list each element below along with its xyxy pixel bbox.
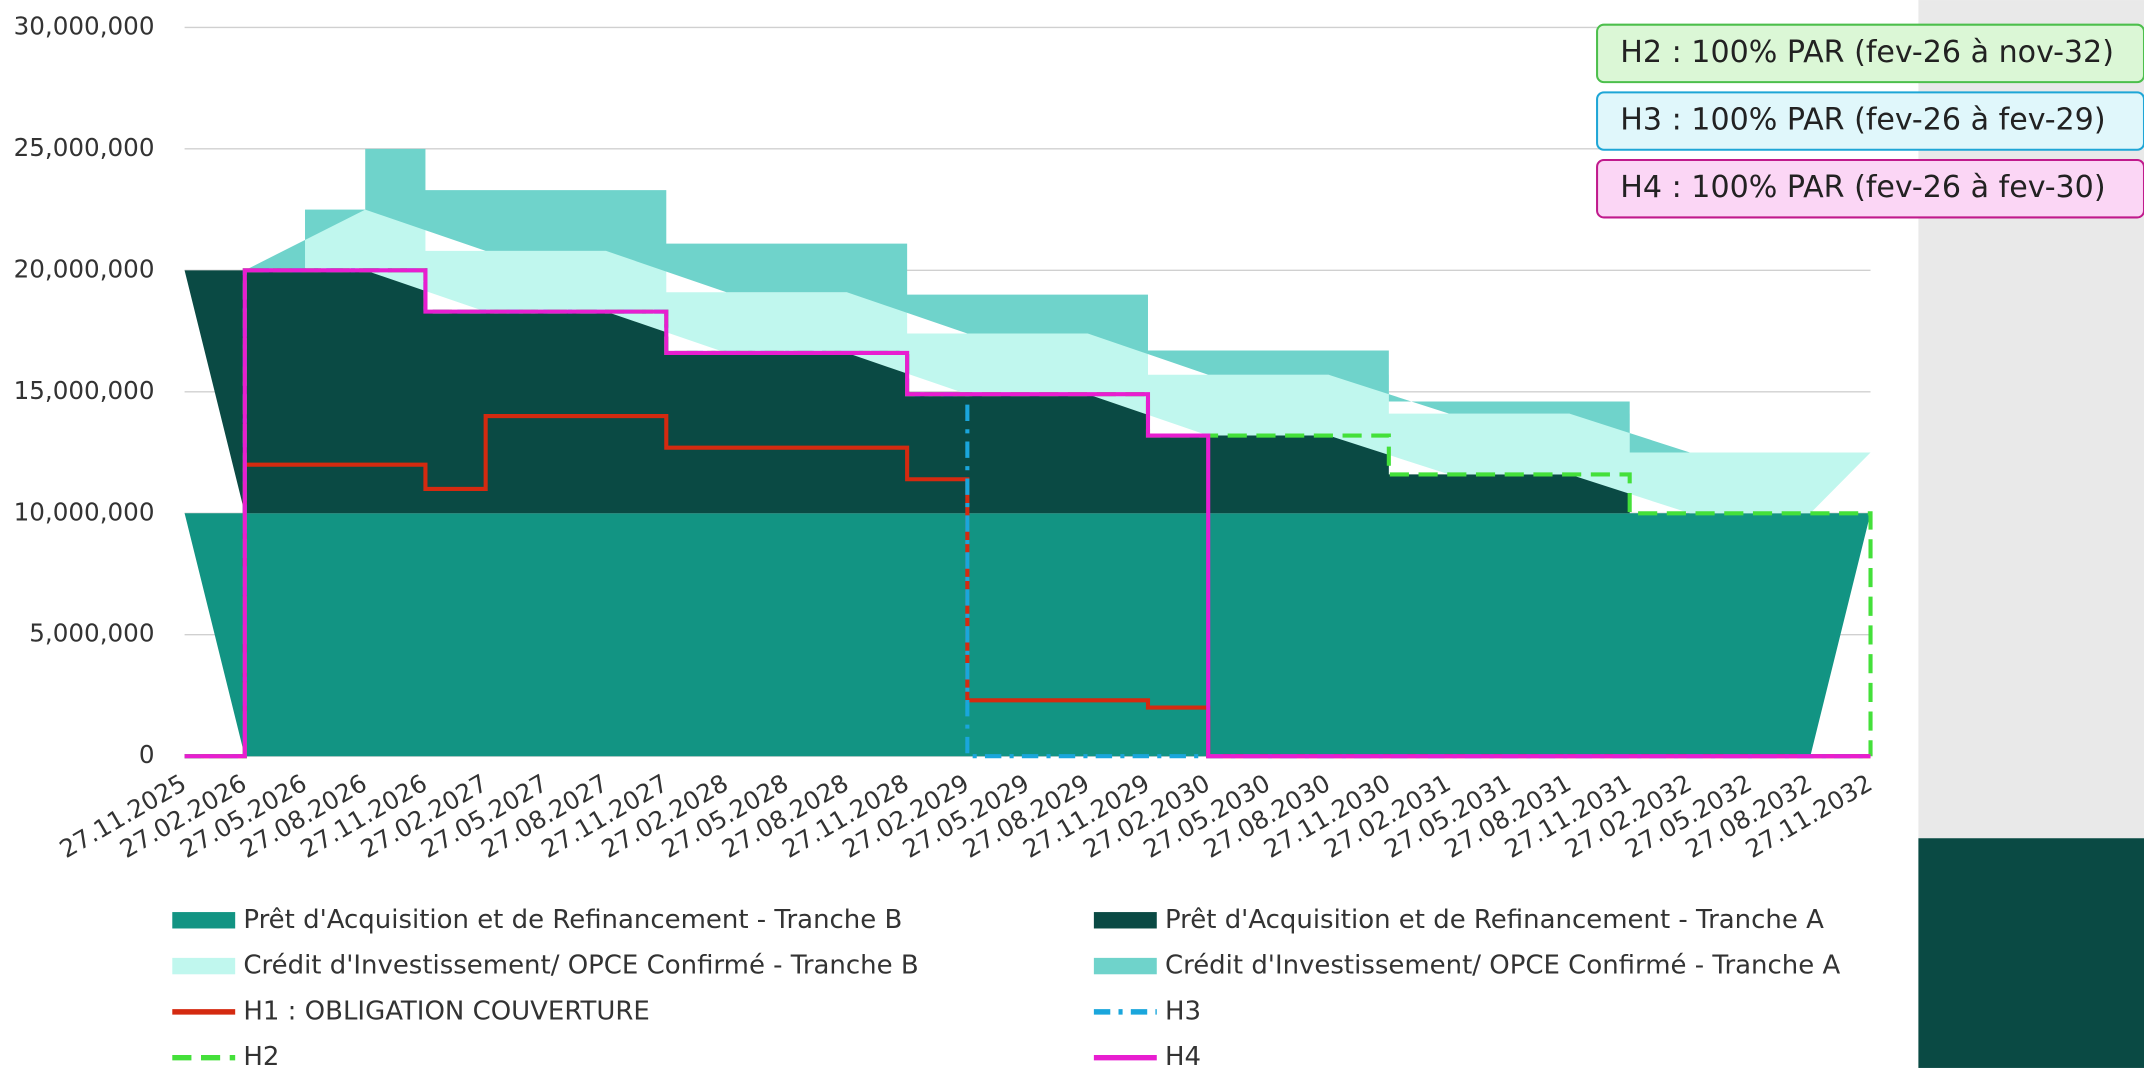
area — [184, 148, 1871, 453]
annotation-text: H4 : 100% PAR (fev-26 à fev-30) — [1620, 170, 2105, 205]
area — [184, 513, 1871, 757]
y-tick-label: 0 — [139, 740, 155, 769]
areas — [184, 148, 1871, 757]
y-tick-label: 25,000,000 — [14, 133, 155, 162]
legend-swatch — [172, 957, 236, 975]
annotation-box — [1596, 159, 2144, 219]
annotation-box — [1596, 91, 2144, 151]
side-block — [1918, 838, 2144, 1068]
legend-label: H2 — [243, 1042, 279, 1068]
legend-label: Crédit d'Investissement/ OPCE Confirmé -… — [243, 951, 918, 981]
y-tick-label: 10,000,000 — [14, 497, 155, 526]
annotation-text: H3 : 100% PAR (fev-26 à fev-29) — [1620, 103, 2105, 138]
lines — [184, 268, 1873, 759]
legend-label: Prêt d'Acquisition et de Refinancement -… — [243, 905, 902, 935]
legend-label: Prêt d'Acquisition et de Refinancement -… — [1165, 905, 1824, 935]
area — [184, 209, 1871, 514]
legend-label: H3 — [1165, 996, 1201, 1026]
annotation-text: H2 : 100% PAR (fev-26 à nov-32) — [1620, 35, 2114, 70]
legend-label: Crédit d'Investissement/ OPCE Confirmé -… — [1165, 951, 1840, 981]
annotations: H2 : 100% PAR (fev-26 à nov-32) H3 : 100%… — [1596, 23, 2144, 219]
area — [184, 270, 1871, 514]
legend: Prêt d'Acquisition et de Refinancement -… — [172, 905, 1840, 1068]
legend-label: H1 : OBLIGATION COUVERTURE — [243, 996, 649, 1026]
legend-label: H4 — [1165, 1042, 1201, 1068]
y-tick-label: 20,000,000 — [14, 254, 155, 283]
legend-swatch — [1093, 912, 1157, 929]
legend-swatch — [172, 912, 236, 929]
annotation-box — [1596, 23, 2144, 84]
y-tick-label: 5,000,000 — [29, 619, 154, 648]
y-tick-label: 30,000,000 — [14, 11, 155, 40]
legend-swatch — [1093, 957, 1157, 975]
line — [184, 268, 1871, 759]
y-tick-label: 15,000,000 — [14, 376, 155, 405]
